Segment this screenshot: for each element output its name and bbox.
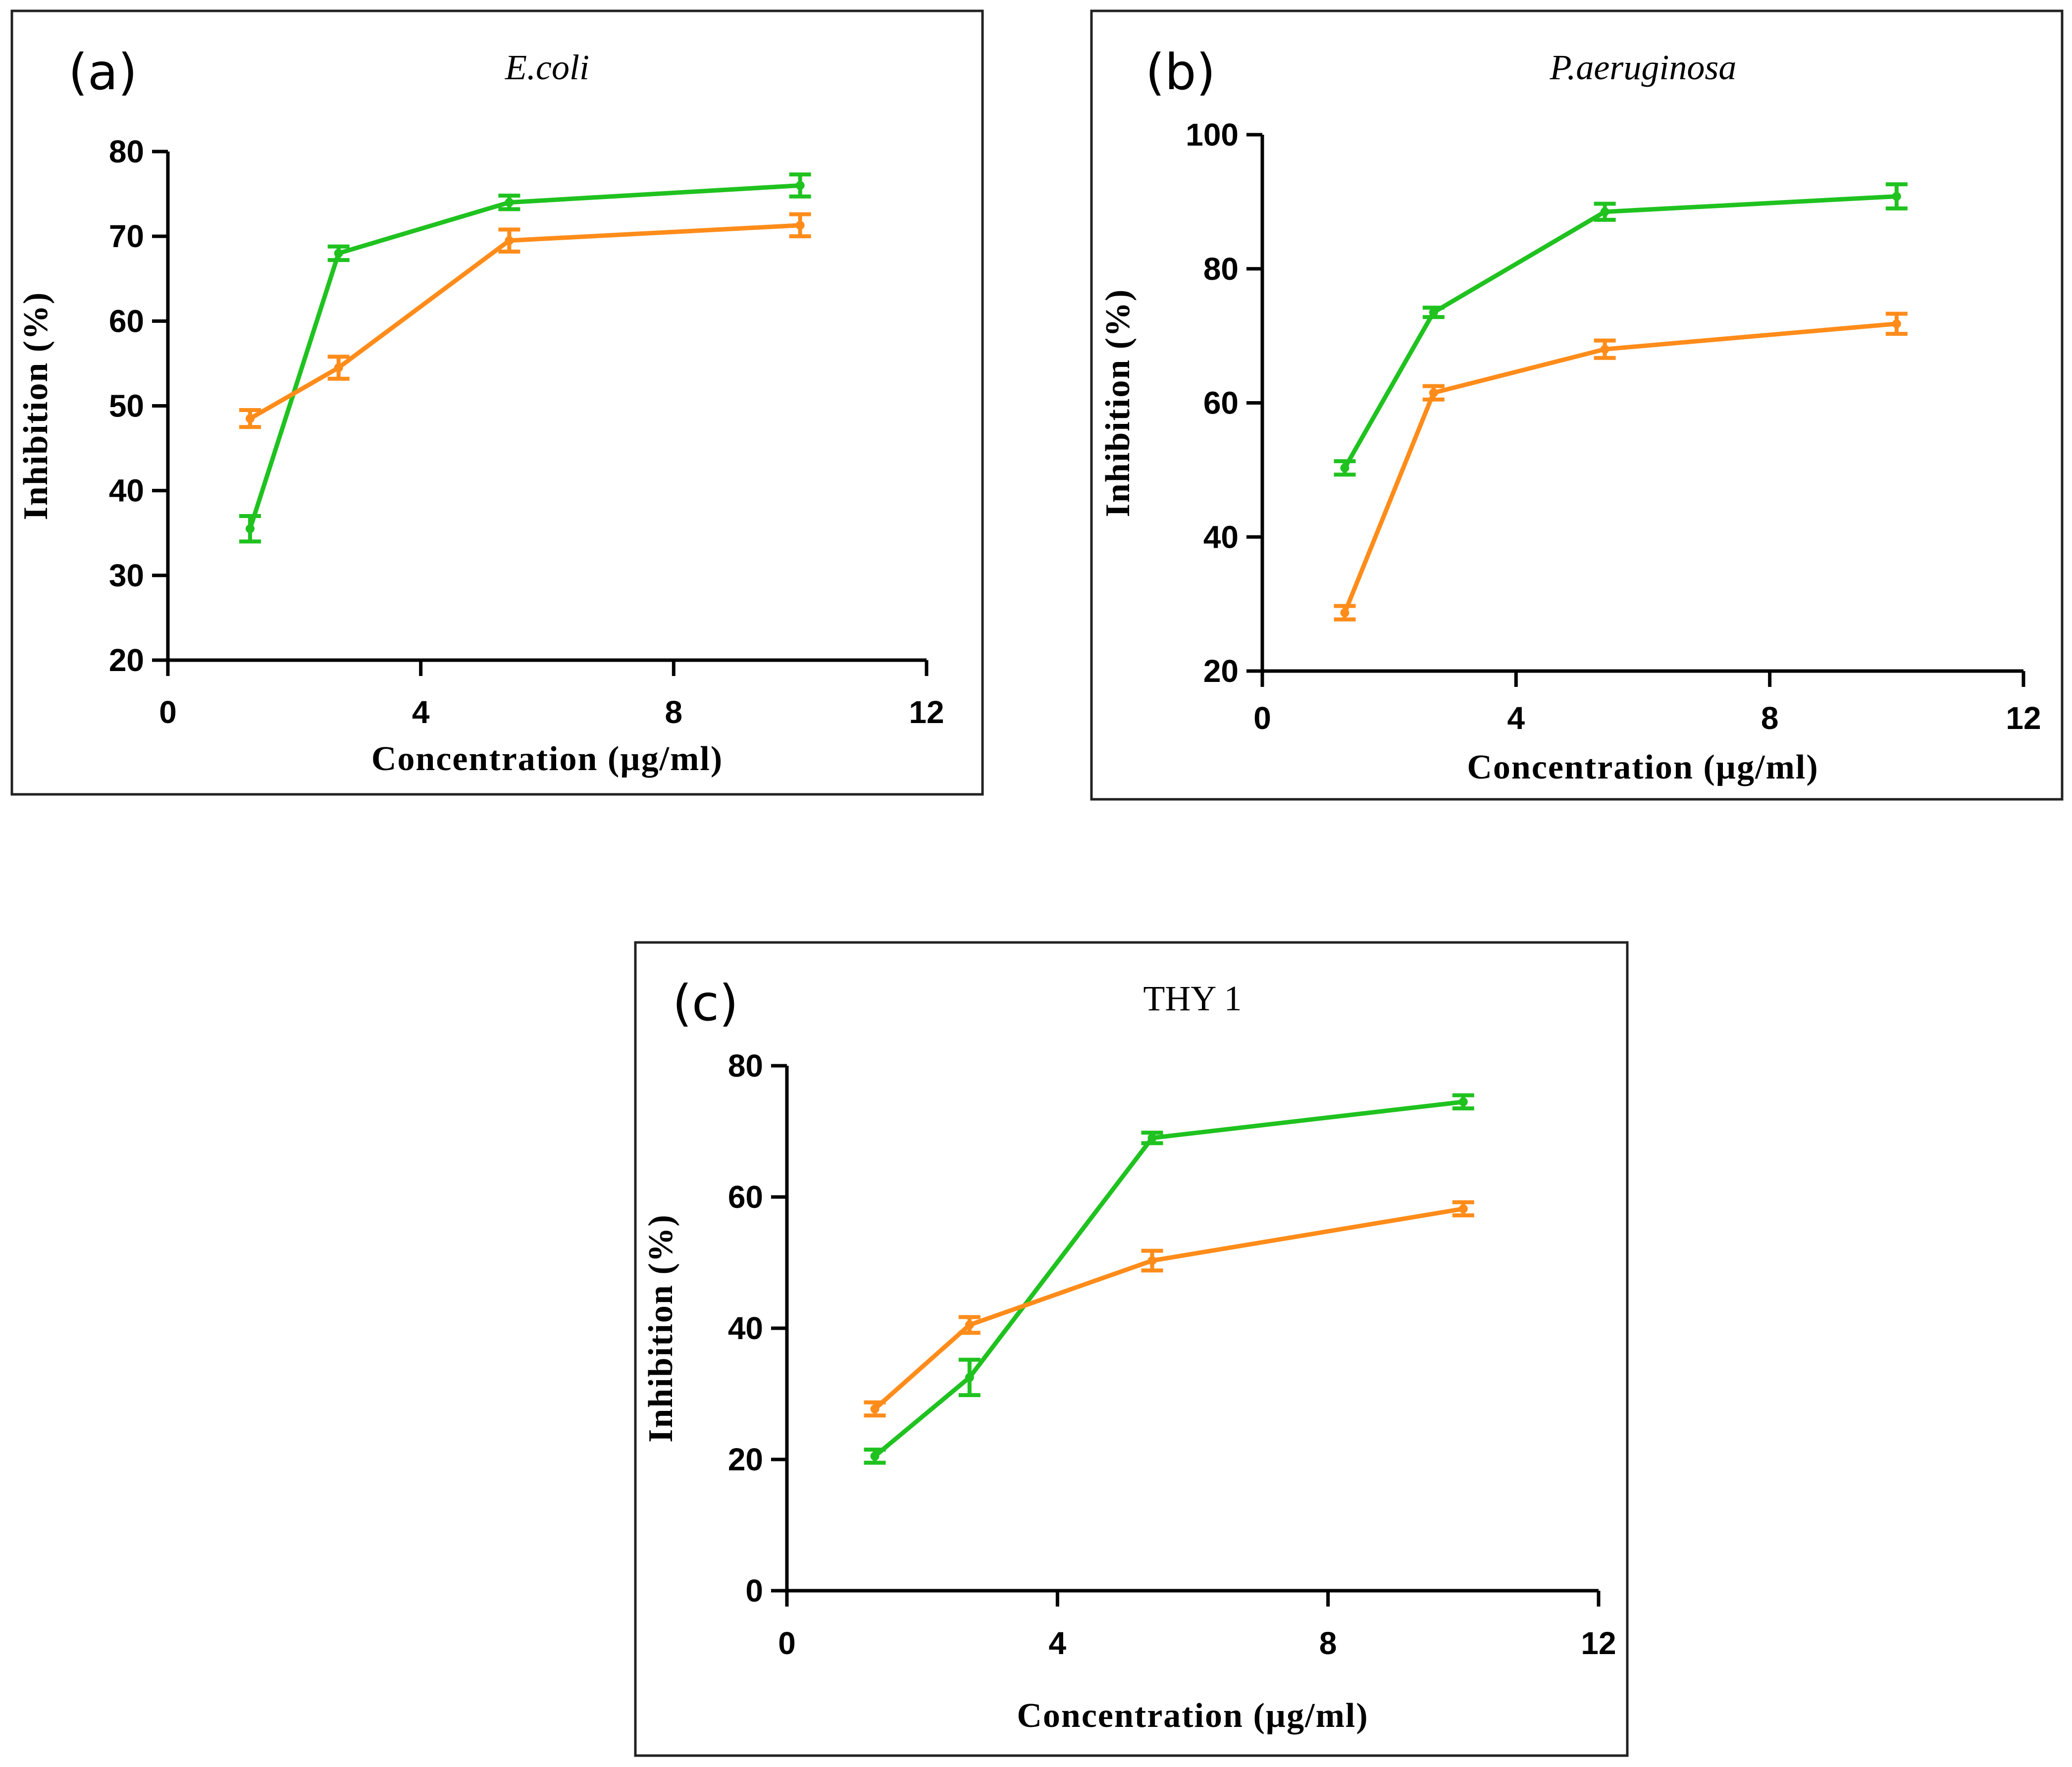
series-green-b: [1334, 182, 1908, 477]
y-axis-label-b: Inhibition (%): [1099, 289, 1137, 518]
data-point-orange-b: [1340, 608, 1349, 618]
y-tick-label-a: 40: [109, 473, 144, 509]
data-point-green-c: [1458, 1097, 1468, 1106]
data-point-orange-b: [1429, 388, 1438, 398]
y-axis-label-a: Inhibition (%): [17, 292, 55, 520]
panel-frame-a: [10, 9, 984, 796]
data-point-green-b: [1429, 308, 1438, 317]
y-tick-label-c: 0: [745, 1573, 763, 1609]
panel-frame-c: [634, 941, 1629, 1757]
y-tick-label-a: 50: [109, 388, 144, 424]
series-orange-b: [1334, 312, 1908, 622]
data-point-orange-a: [505, 236, 514, 245]
data-point-green-c: [965, 1373, 974, 1382]
x-axis-label-a: Concentration (µg/ml): [371, 740, 723, 778]
data-point-orange-c: [870, 1404, 880, 1413]
y-tick-label-a: 20: [109, 642, 144, 678]
chart-panel-c: (c) THY 1 0 20 40 60 80 0 4 8 12 Concentration (µg/…: [634, 941, 1629, 1757]
x-tick-label-c: 0: [778, 1625, 796, 1661]
series-orange-a: [239, 212, 811, 429]
series-line-orange-b: [1343, 321, 1899, 615]
y-axis-label-c: Inhibition (%): [642, 1214, 680, 1443]
y-tick-label-a: 60: [109, 303, 144, 339]
data-point-green-c: [1147, 1133, 1157, 1143]
data-point-orange-a: [795, 220, 805, 230]
series-line-orange-c: [873, 1206, 1466, 1411]
y-tick-label-c: 80: [728, 1048, 763, 1084]
data-point-orange-b: [1892, 319, 1901, 328]
data-point-green-a: [505, 198, 514, 207]
y-tick-label-a: 30: [109, 558, 144, 593]
x-tick-label-a: 0: [159, 694, 177, 730]
data-point-green-a: [334, 249, 343, 258]
y-tick-label-b: 100: [1186, 117, 1239, 153]
x-tick-label-c: 12: [1581, 1625, 1616, 1661]
x-tick-label-a: 8: [665, 694, 683, 730]
data-point-orange-a: [334, 363, 343, 372]
chart-panel-a: (a) E.coli 20 30 40 50 60 70 80 0 4 8 12 Concentratio…: [10, 9, 984, 796]
x-tick-label-a: 12: [909, 694, 944, 730]
data-point-green-a: [245, 524, 255, 533]
panel-label-c: (c): [673, 974, 738, 1032]
y-tick-label-a: 80: [109, 134, 144, 169]
x-tick-label-b: 4: [1507, 700, 1525, 736]
series-line-green-c: [873, 1099, 1466, 1458]
series-line-orange-a: [248, 223, 803, 421]
data-point-orange-c: [1147, 1256, 1157, 1265]
series-line-green-b: [1343, 194, 1899, 470]
y-tick-label-b: 20: [1203, 653, 1239, 689]
x-tick-label-c: 4: [1049, 1625, 1067, 1661]
data-point-green-b: [1892, 192, 1901, 201]
chart-panel-b: (b) P.aeruginosa 20 40 60 80 100 0 4 8 12 Concentra…: [1090, 9, 2064, 801]
y-tick-label-a: 70: [109, 218, 144, 254]
data-point-green-a: [795, 181, 805, 190]
series-green-c: [864, 1093, 1474, 1465]
data-point-orange-c: [1458, 1204, 1468, 1213]
panel-label-b: (b): [1145, 43, 1216, 101]
y-tick-label-b: 80: [1203, 251, 1239, 287]
panel-frame-b: [1090, 9, 2064, 801]
y-tick-label-b: 40: [1203, 519, 1239, 555]
data-point-orange-b: [1600, 345, 1609, 354]
y-tick-label-c: 60: [728, 1179, 763, 1215]
data-point-green-b: [1340, 463, 1349, 472]
data-point-green-b: [1600, 207, 1609, 216]
x-axis-label-c: Concentration (µg/ml): [1017, 1697, 1368, 1735]
data-point-green-c: [870, 1452, 880, 1461]
y-tick-label-c: 40: [728, 1310, 763, 1346]
x-tick-label-b: 8: [1761, 700, 1779, 736]
x-tick-label-a: 4: [412, 694, 430, 730]
series-orange-c: [864, 1200, 1474, 1418]
chart-title-a: E.coli: [505, 48, 589, 87]
x-tick-label-b: 0: [1253, 700, 1271, 736]
data-point-orange-c: [965, 1320, 974, 1330]
chart-title-c: THY 1: [1143, 979, 1242, 1018]
y-tick-label-c: 20: [728, 1442, 763, 1477]
panel-label-a: (a): [68, 43, 137, 101]
y-tick-label-b: 60: [1203, 385, 1239, 421]
data-point-orange-a: [245, 414, 255, 423]
x-tick-label-b: 12: [2006, 700, 2041, 736]
x-axis-label-b: Concentration (µg/ml): [1467, 748, 1818, 786]
chart-title-b: P.aeruginosa: [1550, 48, 1737, 87]
x-tick-label-c: 8: [1319, 1625, 1337, 1661]
